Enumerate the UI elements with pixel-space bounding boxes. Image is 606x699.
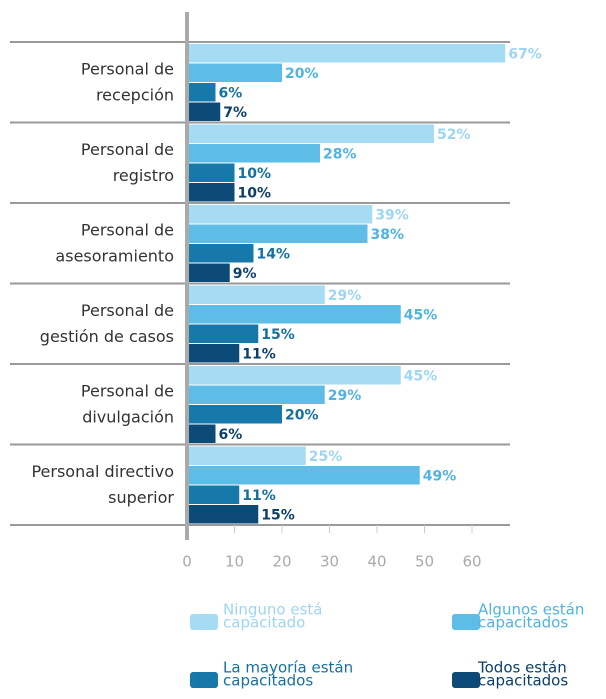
- bar: [187, 205, 373, 224]
- value-label: 45%: [404, 307, 438, 323]
- value-label: 11%: [242, 346, 276, 362]
- x-tick-label: 50: [415, 553, 434, 571]
- bar: [187, 244, 254, 263]
- value-label: 49%: [423, 468, 457, 484]
- value-label: 6%: [219, 85, 243, 101]
- value-label: 9%: [233, 266, 257, 282]
- bar: [187, 183, 235, 202]
- bar: [187, 324, 259, 343]
- value-label: 11%: [242, 488, 276, 504]
- category-label: Personal de asesoramiento: [55, 220, 174, 265]
- value-label: 38%: [371, 227, 405, 243]
- value-label: 45%: [404, 368, 438, 384]
- bar: [187, 144, 320, 163]
- x-tick-label: 20: [272, 553, 291, 571]
- bar: [187, 485, 240, 504]
- bar: [187, 83, 216, 102]
- value-label: 7%: [223, 105, 247, 121]
- bar: [187, 163, 235, 182]
- value-label: 25%: [309, 449, 343, 465]
- x-tick-label: 10: [225, 553, 244, 571]
- category-label: Personal de gestión de casos: [40, 300, 174, 345]
- category-label: Personal de registro: [81, 139, 174, 184]
- value-label: 29%: [328, 288, 362, 304]
- bar: [187, 305, 401, 324]
- bar: [187, 344, 240, 363]
- legend-swatch: [452, 672, 480, 688]
- category-label: Personal de divulgación: [81, 381, 174, 426]
- value-label: 10%: [238, 166, 272, 182]
- value-label: 52%: [437, 127, 471, 143]
- value-label: 28%: [323, 146, 357, 162]
- value-label: 15%: [261, 507, 295, 523]
- value-label: 20%: [285, 66, 319, 82]
- legend-label: Algunos están capacitados: [478, 600, 584, 631]
- legend-label: Todos están capacitados: [477, 658, 568, 689]
- bar: [187, 102, 221, 121]
- bar: [187, 446, 306, 465]
- bar: [187, 263, 230, 282]
- value-label: 29%: [328, 388, 362, 404]
- x-tick-label: 0: [182, 553, 192, 571]
- value-label: 67%: [508, 46, 542, 62]
- legend-label: Ninguno está capacitado: [223, 600, 323, 631]
- bar: [187, 505, 259, 524]
- value-label: 20%: [285, 407, 319, 423]
- bar: [187, 366, 401, 385]
- x-tick-label: 40: [367, 553, 386, 571]
- legend-swatch: [190, 614, 218, 630]
- value-label: 14%: [257, 246, 291, 262]
- bar: [187, 44, 506, 63]
- category-label: Personal directivo superior: [31, 461, 174, 506]
- value-label: 6%: [219, 427, 243, 443]
- category-label: Personal de recepción: [81, 59, 174, 104]
- bar: [187, 424, 216, 443]
- bar: [187, 466, 420, 485]
- bar: [187, 63, 282, 82]
- bar: [187, 124, 434, 143]
- value-label: 39%: [375, 207, 409, 223]
- bar: [187, 405, 282, 424]
- bar: [187, 385, 325, 404]
- legend-label: La mayoría están capacitados: [223, 658, 353, 689]
- legend-swatch: [452, 614, 480, 630]
- bar: [187, 285, 325, 304]
- value-label: 10%: [238, 185, 272, 201]
- x-tick-label: 60: [462, 553, 481, 571]
- bar: [187, 224, 368, 243]
- value-label: 15%: [261, 327, 295, 343]
- x-tick-label: 30: [320, 553, 339, 571]
- legend-swatch: [190, 672, 218, 688]
